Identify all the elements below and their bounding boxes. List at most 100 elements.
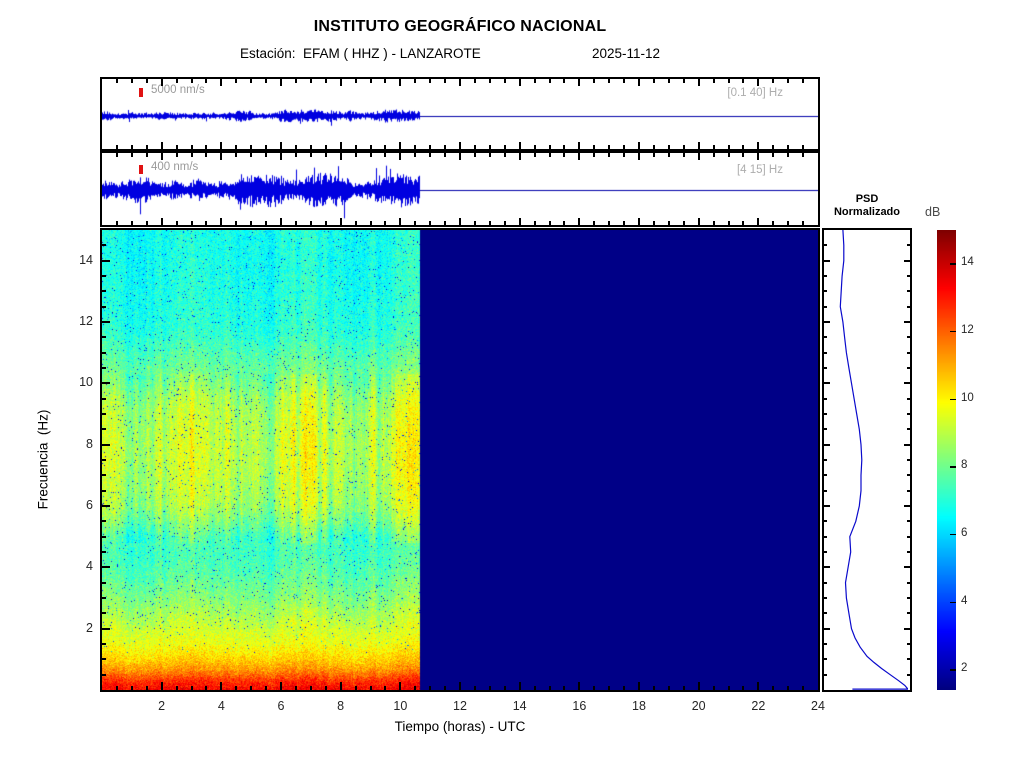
axis-tick xyxy=(131,221,133,225)
axis-tick xyxy=(824,244,827,246)
axis-tick xyxy=(824,612,827,614)
axis-tick xyxy=(280,682,282,690)
axis-tick xyxy=(593,153,595,157)
axis-tick xyxy=(414,153,416,157)
axis-tick xyxy=(907,459,910,461)
axis-tick xyxy=(102,582,106,584)
axis-tick xyxy=(191,145,193,149)
axis-tick xyxy=(102,306,106,308)
colorbar-label: dB xyxy=(925,205,941,219)
axis-tick xyxy=(146,153,148,157)
y-tick-label: 6 xyxy=(86,498,93,512)
axis-tick xyxy=(340,218,342,225)
axis-tick xyxy=(265,686,267,690)
colorbar-tick-label: 6 xyxy=(961,526,968,539)
axis-tick xyxy=(653,145,655,149)
axis-tick xyxy=(235,153,237,157)
axis-tick xyxy=(772,153,774,157)
axis-tick xyxy=(549,686,551,690)
axis-tick xyxy=(593,221,595,225)
axis-tick xyxy=(220,142,222,149)
subtitle-station: Estación: EFAM ( HHZ ) - LANZAROTE xyxy=(240,46,481,61)
axis-tick xyxy=(608,153,610,157)
axis-tick xyxy=(250,153,252,157)
filter-band-label-filtered: [4 15] Hz xyxy=(736,164,783,176)
axis-tick xyxy=(161,682,163,690)
axis-tick xyxy=(459,79,461,86)
axis-tick xyxy=(757,682,759,690)
axis-tick xyxy=(742,221,744,225)
axis-tick xyxy=(205,686,207,690)
axis-tick xyxy=(355,79,357,83)
axis-tick xyxy=(102,628,110,630)
axis-tick xyxy=(102,520,106,522)
x-tick-label: 12 xyxy=(453,699,467,713)
axis-tick xyxy=(191,79,193,83)
axis-tick xyxy=(489,686,491,690)
axis-tick xyxy=(563,153,565,157)
colorbar-tick xyxy=(950,533,956,536)
axis-tick xyxy=(824,321,830,323)
axis-tick xyxy=(504,686,506,690)
axis-tick xyxy=(384,686,386,690)
axis-tick xyxy=(802,79,804,83)
axis-tick xyxy=(280,79,282,86)
axis-tick xyxy=(683,686,685,690)
axis-tick xyxy=(653,221,655,225)
axis-tick xyxy=(698,218,700,225)
axis-tick xyxy=(146,221,148,225)
axis-tick xyxy=(728,686,730,690)
axis-tick xyxy=(325,686,327,690)
axis-tick xyxy=(787,79,789,83)
axis-tick xyxy=(638,682,640,690)
axis-tick xyxy=(161,142,163,149)
axis-tick xyxy=(772,221,774,225)
axis-tick xyxy=(907,582,910,584)
axis-tick xyxy=(698,153,700,160)
axis-tick xyxy=(713,145,715,149)
axis-tick xyxy=(824,428,827,430)
axis-tick xyxy=(907,428,910,430)
axis-tick xyxy=(504,221,506,225)
axis-tick xyxy=(176,686,178,690)
axis-tick xyxy=(176,145,178,149)
axis-tick xyxy=(474,145,476,149)
axis-tick xyxy=(904,628,910,630)
axis-tick xyxy=(534,145,536,149)
axis-tick xyxy=(384,145,386,149)
axis-tick xyxy=(824,352,827,354)
colorbar-tick xyxy=(950,263,956,265)
axis-tick xyxy=(757,218,759,225)
axis-tick xyxy=(802,221,804,225)
axis-tick xyxy=(563,79,565,83)
axis-tick xyxy=(698,79,700,86)
axis-tick xyxy=(444,153,446,157)
axis-tick xyxy=(608,79,610,83)
axis-tick xyxy=(250,221,252,225)
psd-title-line1: PSD xyxy=(855,193,879,205)
axis-tick xyxy=(623,79,625,83)
axis-tick xyxy=(489,145,491,149)
axis-tick xyxy=(116,145,118,149)
seismogram-broadband-panel: 5000 nm/s [0.1 40] Hz xyxy=(100,77,820,151)
axis-tick xyxy=(102,505,110,507)
axis-tick xyxy=(176,153,178,157)
axis-tick xyxy=(578,153,580,160)
axis-tick xyxy=(698,142,700,149)
axis-tick xyxy=(907,490,910,492)
axis-tick xyxy=(904,382,910,384)
axis-tick xyxy=(205,221,207,225)
axis-tick xyxy=(370,79,372,83)
axis-tick xyxy=(713,153,715,157)
x-tick-label: 14 xyxy=(512,699,527,713)
axis-tick xyxy=(102,444,110,446)
axis-tick xyxy=(824,306,827,308)
axis-tick xyxy=(907,367,910,369)
axis-tick xyxy=(549,79,551,83)
x-axis-title: Tiempo (horas) - UTC xyxy=(394,719,526,734)
axis-tick xyxy=(429,153,431,157)
axis-tick xyxy=(444,686,446,690)
axis-tick xyxy=(824,597,827,599)
axis-tick xyxy=(280,142,282,149)
